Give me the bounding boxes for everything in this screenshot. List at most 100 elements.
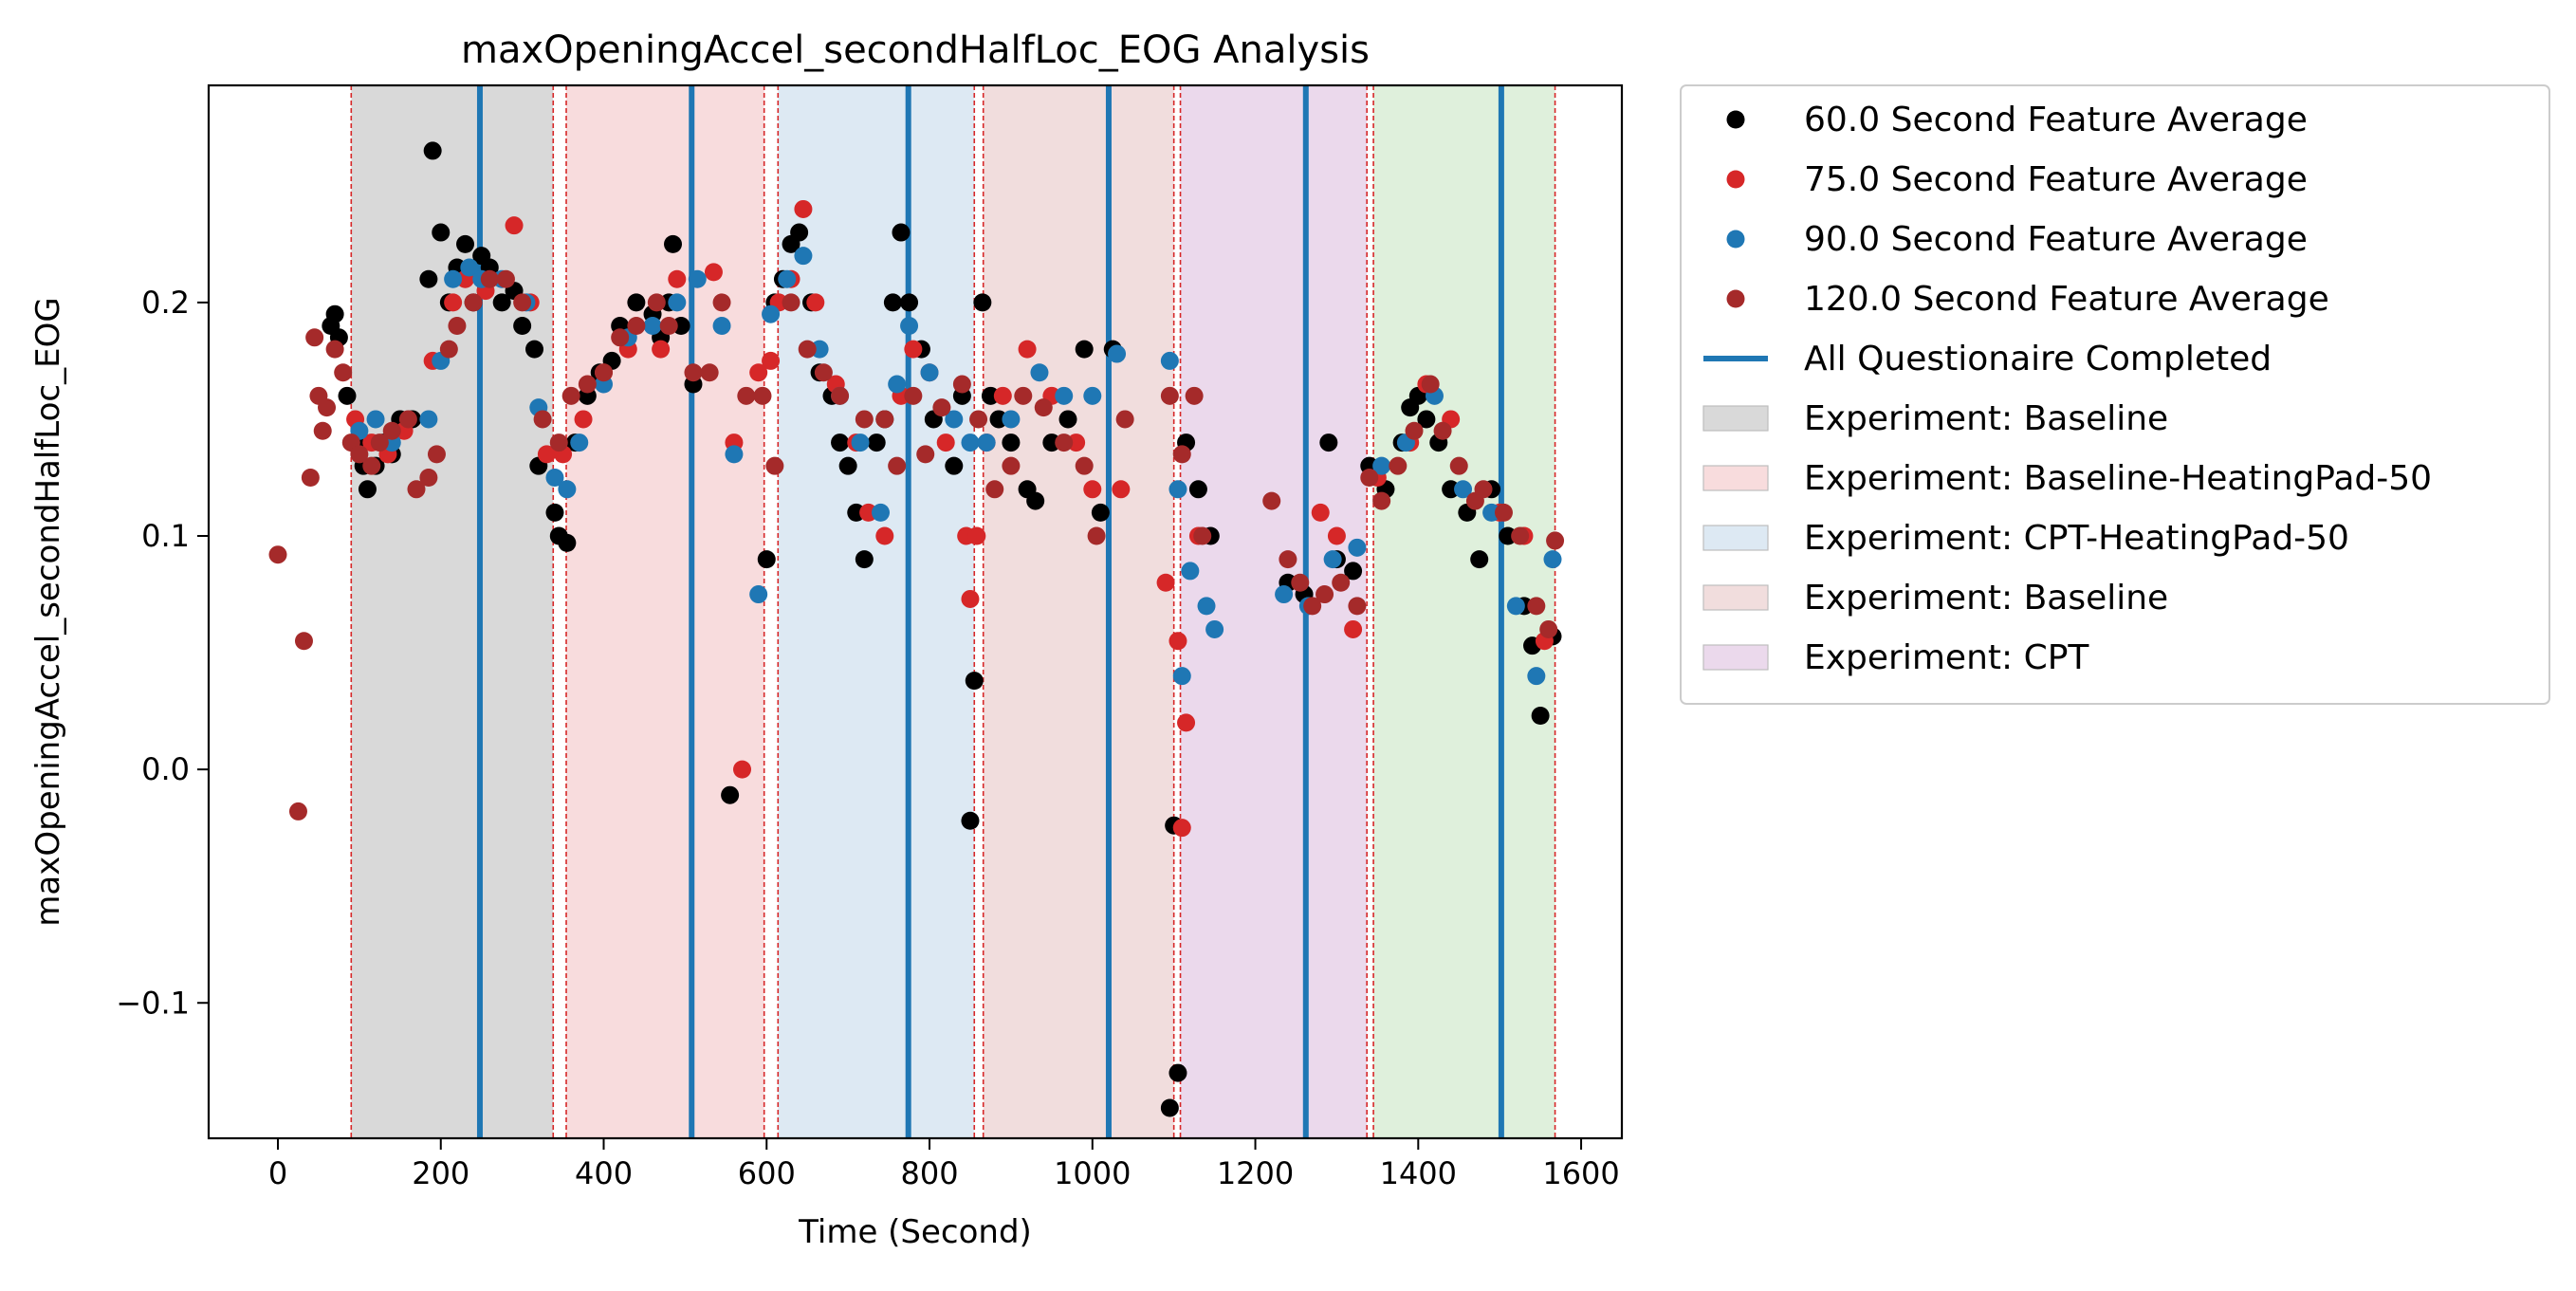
legend-item-5: Experiment: Baseline (1702, 399, 2168, 438)
point-3-34 (684, 363, 703, 382)
region-3 (983, 85, 1174, 1138)
point-3-33 (659, 317, 678, 336)
point-3-12 (362, 456, 381, 475)
point-0-50 (831, 433, 850, 452)
point-1-29 (875, 526, 894, 545)
chart-title: maxOpeningAccel_secondHalfLoc_EOG Analys… (461, 28, 1370, 72)
point-1-33 (936, 433, 955, 452)
point-3-7 (318, 398, 337, 417)
point-0-80 (1188, 480, 1207, 499)
point-3-62 (1185, 386, 1204, 405)
point-3-4 (305, 328, 324, 347)
point-2-27 (851, 433, 870, 452)
point-0-68 (1002, 433, 1021, 452)
point-2-39 (1108, 344, 1127, 363)
point-3-79 (1474, 480, 1493, 499)
point-3-27 (561, 386, 580, 405)
legend-item-6: Experiment: Baseline-HeatingPad-50 (1702, 459, 2432, 498)
point-3-72 (1372, 491, 1391, 510)
point-3-9 (334, 363, 353, 382)
point-1-17 (704, 263, 723, 282)
point-3-0 (268, 545, 287, 564)
point-2-50 (1372, 456, 1391, 475)
point-3-80 (1494, 503, 1513, 522)
point-0-12 (419, 269, 438, 288)
point-3-22 (480, 269, 499, 288)
y-tick-label-0: −0.1 (116, 985, 190, 1021)
legend-item-3: 120.0 Second Feature Average (1726, 280, 2329, 319)
point-3-19 (439, 340, 458, 359)
legend-label: 90.0 Second Feature Average (1804, 220, 2308, 259)
point-0-26 (545, 503, 564, 522)
y-tick-label-3: 0.2 (141, 285, 190, 321)
series-3 (268, 269, 1565, 821)
point-3-49 (932, 398, 951, 417)
point-2-37 (1055, 386, 1074, 405)
legend-item-7: Experiment: CPT-HeatingPad-50 (1702, 519, 2349, 558)
point-1-24 (794, 199, 813, 218)
point-1-21 (762, 351, 781, 370)
point-3-52 (985, 480, 1004, 499)
point-2-38 (1083, 386, 1102, 405)
point-0-23 (513, 317, 532, 336)
legend-items: 60.0 Second Feature Average 75.0 Second F… (1702, 101, 2432, 677)
point-0-54 (867, 433, 886, 452)
point-1-46 (1172, 819, 1191, 838)
point-3-61 (1172, 445, 1191, 464)
point-1-20 (749, 363, 768, 382)
point-3-11 (350, 445, 369, 464)
point-1-47 (1177, 713, 1196, 732)
point-2-23 (778, 269, 797, 288)
point-2-35 (1002, 410, 1021, 429)
point-3-30 (611, 328, 630, 347)
point-3-23 (496, 269, 515, 288)
point-2-18 (688, 269, 707, 288)
point-3-76 (1433, 421, 1452, 440)
point-0-38 (664, 234, 683, 253)
legend-label: 120.0 Second Feature Average (1804, 280, 2329, 319)
x-tick-label-8: 1600 (1542, 1155, 1619, 1191)
event-boundaries (350, 85, 1556, 1138)
point-3-24 (513, 293, 532, 312)
point-0-76 (1160, 1098, 1179, 1117)
point-3-82 (1527, 597, 1546, 616)
legend: 60.0 Second Feature Average 75.0 Second F… (1680, 84, 2550, 705)
point-3-26 (549, 433, 568, 452)
legend-label: 60.0 Second Feature Average (1804, 101, 2308, 139)
point-0-86 (1344, 562, 1363, 581)
point-2-19 (712, 317, 731, 336)
legend-marker-icon (1726, 230, 1745, 249)
point-1-38 (993, 386, 1012, 405)
point-2-22 (762, 304, 781, 323)
legend-patch-icon (1702, 405, 1769, 432)
point-0-3 (338, 386, 357, 405)
point-2-55 (1506, 597, 1525, 616)
point-1-5 (444, 293, 463, 312)
point-0-14 (432, 223, 451, 242)
point-0-24 (525, 340, 544, 359)
point-0-92 (1417, 410, 1436, 429)
x-tick-label-0: 0 (268, 1155, 287, 1191)
point-0-6 (358, 480, 377, 499)
legend-box (1680, 84, 2550, 705)
x-axis-label: Time (Second) (798, 1213, 1032, 1251)
point-0-58 (900, 293, 919, 312)
point-3-37 (737, 386, 756, 405)
point-3-20 (448, 317, 467, 336)
point-3-17 (419, 468, 438, 487)
point-2-6 (460, 258, 479, 277)
point-2-30 (900, 317, 919, 336)
point-3-48 (916, 445, 935, 464)
point-0-41 (721, 785, 740, 804)
point-3-77 (1449, 456, 1468, 475)
x-tick-label-1: 200 (412, 1155, 469, 1191)
point-3-3 (301, 468, 320, 487)
point-3-29 (595, 363, 614, 382)
legend-marker-icon (1726, 110, 1745, 129)
point-3-81 (1511, 526, 1530, 545)
region-0 (351, 85, 554, 1138)
point-0-96 (1470, 550, 1489, 569)
point-1-42 (1083, 480, 1102, 499)
point-2-53 (1454, 480, 1473, 499)
point-3-66 (1291, 573, 1310, 592)
